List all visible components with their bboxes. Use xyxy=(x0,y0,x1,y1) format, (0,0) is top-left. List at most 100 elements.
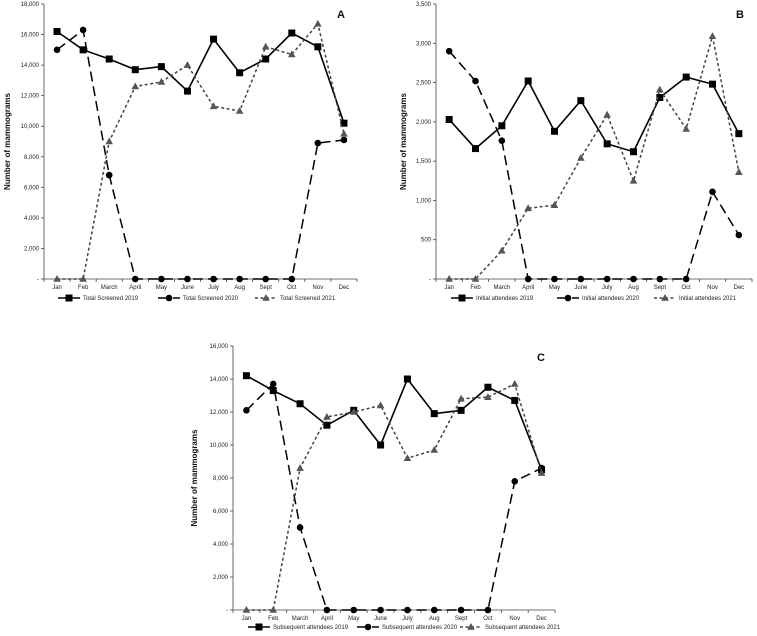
x-tick-label-jan: Jan xyxy=(52,285,62,291)
data-point-initial-attendees-2021-july xyxy=(603,110,611,118)
legend-label-total-screened-2019: Total Screened 2019 xyxy=(83,296,139,302)
data-point-total-screened-2020-april xyxy=(131,275,139,283)
legend-label-total-screened-2021: Total Screened 2021 xyxy=(280,296,336,302)
data-point-subsequent-attendees-2019-oct xyxy=(484,383,492,391)
series-total-screened-2020 xyxy=(53,26,348,283)
data-point-subsequent-attendees-2019-jan xyxy=(242,372,250,380)
data-point-initial-attendees-2020-july xyxy=(603,275,611,283)
x-tick-label-dec: Dec xyxy=(536,616,547,622)
data-point-total-screened-2021-aug xyxy=(235,106,244,114)
series-line-subsequent-attendees-2019 xyxy=(246,375,543,471)
x-tick-label-aug: Aug xyxy=(234,285,245,291)
x-tick-label-sept: Sept xyxy=(654,285,667,291)
data-point-subsequent-attendees-2019-march xyxy=(296,400,304,408)
series-initial-attendees-2021 xyxy=(445,32,743,282)
data-point-total-screened-2019-nov xyxy=(314,43,322,51)
data-point-initial-attendees-2021-nov xyxy=(708,32,717,40)
x-tick-label-june: June xyxy=(374,616,388,622)
data-point-subsequent-attendees-2020-may xyxy=(350,606,358,614)
data-point-total-screened-2021-march xyxy=(105,137,114,145)
data-point-total-screened-2020-may xyxy=(158,275,165,283)
data-point-initial-attendees-2020-june xyxy=(577,275,585,283)
y-tick-label: 1,000 xyxy=(416,198,432,204)
legend-label-subsequent-attendees-2019: Subsequent attendees 2019 xyxy=(273,625,349,631)
x-tick-label-nov: Nov xyxy=(313,285,324,291)
y-tick-label: 12,000 xyxy=(21,94,40,100)
data-point-total-screened-2019-feb xyxy=(79,46,87,54)
series-line-total-screened-2020 xyxy=(56,28,345,280)
data-point-subsequent-attendees-2020-sept xyxy=(457,606,465,614)
data-point-total-screened-2021-dec xyxy=(340,129,348,137)
x-tick-label-oct: Oct xyxy=(287,285,297,291)
data-point-initial-attendees-2020-march xyxy=(498,137,506,145)
data-point-subsequent-attendees-2020-oct xyxy=(484,606,492,614)
data-point-subsequent-attendees-2021-jan xyxy=(242,606,251,613)
legend-label-total-screened-2020: Total Screened 2020 xyxy=(183,296,239,302)
data-point-subsequent-attendees-2020-march xyxy=(296,524,304,531)
data-point-subsequent-attendees-2021-sept xyxy=(457,394,465,402)
data-point-initial-attendees-2021-june xyxy=(577,154,585,161)
data-point-total-screened-2019-april xyxy=(131,66,139,74)
series-line-initial-attendees-2020 xyxy=(448,50,740,280)
legend-label-subsequent-attendees-2021: Subsequent attendees 2021 xyxy=(485,625,561,631)
legend-label-initial-attendees-2021: Initial attendees 2021 xyxy=(679,296,737,302)
data-point-total-screened-2019-june xyxy=(183,87,191,95)
panel-label: B xyxy=(736,9,744,21)
y-tick-label: - xyxy=(226,608,228,614)
data-point-subsequent-attendees-2020-feb xyxy=(269,380,277,388)
legend-marker-subsequent-attendees-2020 xyxy=(364,623,372,631)
data-point-subsequent-attendees-2021-dec xyxy=(537,469,546,476)
data-point-subsequent-attendees-2019-june xyxy=(377,441,385,449)
y-tick-label: 2,000 xyxy=(213,575,229,581)
data-point-subsequent-attendees-2021-oct xyxy=(484,393,492,400)
data-point-initial-attendees-2020-oct xyxy=(682,275,690,283)
data-point-total-screened-2021-feb xyxy=(79,275,87,282)
data-point-initial-attendees-2020-aug xyxy=(630,275,637,283)
y-tick-label: 4,000 xyxy=(24,216,40,222)
series-total-screened-2019 xyxy=(53,28,348,127)
data-point-initial-attendees-2020-feb xyxy=(472,77,479,85)
data-point-initial-attendees-2021-feb xyxy=(471,275,480,282)
data-point-total-screened-2020-dec xyxy=(340,136,348,144)
data-point-total-screened-2021-sept xyxy=(261,42,270,50)
data-point-subsequent-attendees-2020-nov xyxy=(511,478,519,485)
data-point-initial-attendees-2021-aug xyxy=(629,176,638,184)
series-line-total-screened-2021 xyxy=(57,22,345,280)
data-point-total-screened-2020-march xyxy=(105,171,113,179)
data-point-subsequent-attendees-2021-march xyxy=(296,464,304,471)
data-point-initial-attendees-2021-oct xyxy=(682,124,690,132)
x-tick-label-oct: Oct xyxy=(483,616,493,622)
data-point-total-screened-2020-jan xyxy=(53,46,61,54)
data-point-initial-attendees-2020-sept xyxy=(656,275,664,283)
data-point-total-screened-2021-jan xyxy=(53,275,61,282)
x-tick-label-dec: Dec xyxy=(339,285,350,291)
data-point-total-screened-2020-nov xyxy=(314,139,322,147)
x-tick-label-jan: Jan xyxy=(242,616,252,622)
panel-c: - 2,000 4,000 6,000 8,000 10,000 12,000 14,000 1… xyxy=(190,344,561,631)
x-tick-label-jan: Jan xyxy=(444,285,454,291)
y-axis-label: Number of mammograms xyxy=(3,93,12,190)
y-tick-label: 3,000 xyxy=(416,41,432,47)
data-point-initial-attendees-2021-may xyxy=(550,201,559,208)
data-point-subsequent-attendees-2021-may xyxy=(349,408,358,415)
y-tick-label: 12,000 xyxy=(210,410,229,416)
x-tick-label-sept: Sept xyxy=(455,616,468,622)
legend-marker-initial-attendees-2020 xyxy=(564,294,572,302)
legend-label-initial-attendees-2020: Initial attendees 2020 xyxy=(582,296,640,302)
data-point-subsequent-attendees-2021-june xyxy=(376,401,385,409)
legend-marker-total-screened-2021 xyxy=(262,294,270,301)
y-tick-label: 500 xyxy=(421,238,432,244)
series-line-total-screened-2019 xyxy=(56,30,345,124)
data-point-initial-attendees-2020-jan xyxy=(445,47,453,55)
data-point-initial-attendees-2021-sept xyxy=(656,85,664,93)
data-point-initial-attendees-2019-feb xyxy=(472,145,479,153)
data-point-subsequent-attendees-2021-july xyxy=(403,454,412,461)
data-point-initial-attendees-2019-nov xyxy=(709,80,716,88)
series-subsequent-attendees-2021 xyxy=(242,379,546,613)
x-tick-label-feb: Feb xyxy=(268,616,279,622)
data-point-subsequent-attendees-2019-july xyxy=(403,375,411,383)
data-point-subsequent-attendees-2019-feb xyxy=(269,387,277,395)
x-tick-label-march: March xyxy=(493,285,510,291)
data-point-initial-attendees-2021-dec xyxy=(735,168,743,175)
